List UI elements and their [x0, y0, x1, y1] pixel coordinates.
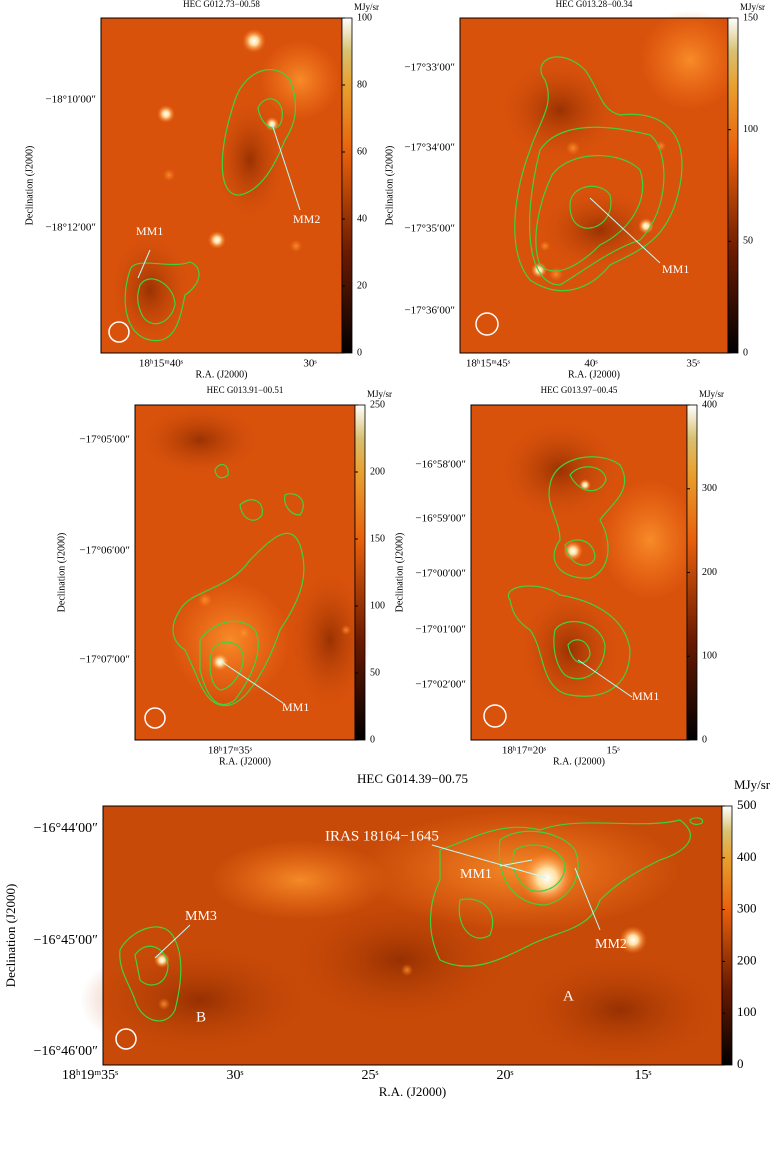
colorbar-tick-label: 100	[370, 600, 385, 611]
annotation: MM2	[595, 937, 627, 952]
sky-image: MM1	[470, 404, 700, 741]
x-axis-label: R.A. (J2000)	[196, 369, 248, 380]
annotation: MM2	[293, 212, 320, 226]
x-axis-label: R.A. (J2000)	[379, 1084, 447, 1099]
colorbar-tick-label: 100	[737, 1004, 757, 1019]
colorbar-tick-label: 500	[737, 797, 757, 812]
colorbar	[354, 404, 366, 741]
colorbar-label: MJy/sr	[740, 2, 765, 12]
colorbar-tick-label: 40	[357, 213, 367, 224]
panel-title: HEC G013.28−00.34	[556, 0, 633, 9]
x-axis-label: R.A. (J2000)	[568, 369, 620, 380]
colorbar-tick-label: 100	[743, 124, 758, 135]
sky-image: IRAS 18164−1645 MM1 MM2 MM3 A B	[80, 805, 730, 1070]
sky-image: MM1	[134, 404, 370, 741]
colorbar-label: MJy/sr	[699, 389, 724, 399]
y-tick-label: −16°46′00″	[34, 1044, 99, 1059]
annotation: MM3	[185, 909, 217, 924]
colorbar	[721, 805, 733, 1066]
x-tick-label: 30ˢ	[303, 358, 317, 370]
x-tick-label: 18ʰ17ᵐ35ˢ	[208, 745, 253, 757]
x-tick-label: 15ˢ	[606, 745, 620, 757]
annotation: MM1	[282, 700, 309, 714]
y-tick-label: −17°01′00″	[415, 624, 466, 636]
x-tick-label: 20ˢ	[497, 1068, 514, 1083]
y-axis-label: Declination (J2000)	[56, 533, 67, 613]
colorbar	[341, 17, 353, 354]
colorbar-tick-label: 60	[357, 146, 367, 157]
y-tick-label: −16°58′00″	[415, 459, 466, 471]
colorbar-tick-label: 150	[743, 12, 758, 23]
y-tick-label: −17°35′00″	[404, 223, 455, 235]
annotation: B	[196, 1009, 206, 1025]
x-tick-label: 25ˢ	[362, 1068, 379, 1083]
colorbar-tick-label: 400	[737, 849, 757, 864]
colorbar-tick-label: 20	[357, 280, 367, 291]
panel-title: HEC G014.39−00.75	[357, 771, 468, 786]
sky-image: MM1	[459, 10, 740, 354]
x-tick-label: 30ˢ	[227, 1068, 244, 1083]
y-tick-label: −17°33′00″	[404, 62, 455, 74]
colorbar-tick-label: 100	[357, 12, 372, 23]
colorbar-tick-label: 0	[743, 347, 748, 358]
panel-title: HEC G013.97−00.45	[541, 385, 618, 395]
colorbar-tick-label: 0	[357, 347, 362, 358]
colorbar-tick-label: 0	[702, 734, 707, 745]
y-tick-label: −17°02′00″	[415, 679, 466, 691]
annotation: MM1	[460, 867, 492, 882]
x-axis-label: R.A. (J2000)	[219, 756, 271, 767]
annotation: A	[563, 988, 574, 1004]
panel-title: HEC G012.73−00.58	[183, 0, 260, 9]
colorbar-label: MJy/sr	[734, 777, 771, 792]
x-tick-label: 18ʰ15ᵐ40ˢ	[139, 358, 184, 370]
annotation: MM1	[632, 689, 659, 703]
panel-title: HEC G013.91−00.51	[207, 385, 284, 395]
colorbar-label: MJy/sr	[367, 389, 392, 399]
y-tick-label: −18°10′00″	[45, 94, 96, 106]
annotation: IRAS 18164−1645	[325, 828, 439, 844]
annotation: MM1	[662, 262, 689, 276]
y-tick-label: −16°45′00″	[34, 933, 99, 948]
colorbar-tick-label: 200	[737, 952, 757, 967]
y-axis-label: Declination (J2000)	[3, 884, 18, 988]
y-tick-label: −18°12′00″	[45, 222, 96, 234]
y-tick-label: −16°59′00″	[415, 513, 466, 525]
colorbar-tick-label: 150	[370, 533, 385, 544]
y-tick-label: −17°07′00″	[79, 654, 130, 666]
colorbar-tick-label: 300	[737, 901, 757, 916]
colorbar-tick-label: 250	[370, 399, 385, 410]
colorbar-tick-label: 200	[702, 567, 717, 578]
y-tick-label: −17°00′00″	[415, 568, 466, 580]
x-tick-label: 18ʰ15ᵐ45ˢ	[466, 358, 511, 370]
colorbar-tick-label: 100	[702, 651, 717, 662]
x-tick-label: 40ˢ	[584, 358, 598, 370]
sky-image: MM2 MM1	[100, 17, 343, 354]
y-axis-label: Declination (J2000)	[24, 146, 35, 226]
y-axis-label: Declination (J2000)	[384, 146, 395, 226]
x-tick-label: 35ˢ	[686, 358, 700, 370]
y-tick-label: −17°34′00″	[404, 142, 455, 154]
colorbar-tick-label: 80	[357, 79, 367, 90]
colorbar	[727, 17, 739, 354]
x-tick-label: 15ˢ	[635, 1068, 652, 1083]
x-tick-label: 18ʰ19ᵐ35ˢ	[62, 1068, 118, 1083]
colorbar-tick-label: 0	[737, 1056, 744, 1071]
annotation: MM1	[136, 224, 163, 238]
colorbar-tick-label: 300	[702, 483, 717, 494]
y-axis-label: Declination (J2000)	[394, 533, 405, 613]
colorbar-tick-label: 200	[370, 466, 385, 477]
colorbar-tick-label: 50	[743, 236, 753, 247]
x-axis-label: R.A. (J2000)	[553, 756, 605, 767]
colorbar-tick-label: 400	[702, 399, 717, 410]
colorbar-tick-label: 0	[370, 734, 375, 745]
y-tick-label: −16°44′00″	[34, 821, 99, 836]
y-tick-label: −17°05′00″	[79, 434, 130, 446]
y-tick-label: −17°36′00″	[404, 305, 455, 317]
x-tick-label: 18ʰ17ᵐ20ˢ	[502, 745, 547, 757]
colorbar-label: MJy/sr	[354, 2, 379, 12]
y-tick-label: −17°06′00″	[79, 545, 130, 557]
colorbar-tick-label: 50	[370, 667, 380, 678]
